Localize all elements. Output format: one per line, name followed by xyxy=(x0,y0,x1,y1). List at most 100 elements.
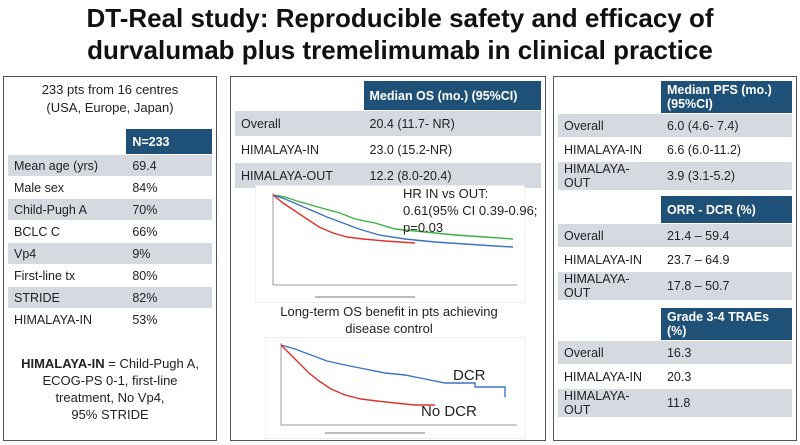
left-panel: 233 pts from 16 centres (USA, Europe, Ja… xyxy=(3,76,217,441)
table-cell: HIMALAYA-IN xyxy=(558,137,661,162)
km-curve xyxy=(280,344,506,397)
km-curve xyxy=(272,194,514,240)
header-cell xyxy=(8,129,127,155)
table-cell: 70% xyxy=(126,198,212,221)
table-row: HIMALAYA-IN 20.3 xyxy=(558,364,792,389)
table-wrap: ORR - DCR (%) Overall 21.4 – 59.4 HIMALAYA-… xyxy=(558,196,792,300)
table-cell: Overall xyxy=(558,223,661,248)
km-curve xyxy=(272,194,514,248)
table-row: Overall 20.4 (11.7- NR) xyxy=(235,110,541,137)
header-cell: N=233 xyxy=(126,129,212,155)
title: DT-Real study: Reproducible safety and e… xyxy=(0,2,800,66)
table-cell: 53% xyxy=(126,308,212,330)
table-cell: STRIDE xyxy=(8,286,127,309)
table-cell: 23.7 – 64.9 xyxy=(660,247,792,272)
table-cell: 80% xyxy=(126,264,212,287)
table-row: First-line tx 80% xyxy=(8,264,212,287)
header-row: ORR - DCR (%) xyxy=(558,196,792,224)
header-row: N=233 xyxy=(8,129,212,155)
table-row: HIMALAYA-OUT 3.9 (3.1-5.2) xyxy=(558,161,792,190)
header-row: Median OS (mo.) (95%CI) xyxy=(235,81,541,111)
header-cell: ORR - DCR (%) xyxy=(660,196,792,224)
note-term: HIMALAYA-IN xyxy=(21,356,105,371)
header-row: Median PFS (mo.) (95%CI) xyxy=(558,81,792,114)
curve-label: No DCR xyxy=(421,403,477,420)
table-cell: Male sex xyxy=(8,176,127,199)
header-cell xyxy=(235,81,364,111)
table-cell: HIMALAYA-IN xyxy=(235,136,364,163)
table-cell: 9% xyxy=(126,242,212,265)
plot-frame xyxy=(255,185,525,303)
table: ORR - DCR (%) Overall 21.4 – 59.4 HIMALAYA-… xyxy=(558,196,792,300)
table-cell: 82% xyxy=(126,286,212,309)
km-plot xyxy=(265,337,525,439)
table-cell: 12.2 (8.0-20.4) xyxy=(363,162,541,188)
table-wrap: N=233 Mean age (yrs) 69.4 Male sex 84% Child-… xyxy=(8,129,212,330)
table-cell: 11.8 xyxy=(660,388,792,417)
table-row: Male sex 84% xyxy=(8,176,212,199)
table: Median PFS (mo.) (95%CI) Overall 6.0 (4.6-… xyxy=(558,81,792,190)
table: N=233 Mean age (yrs) 69.4 Male sex 84% Child-… xyxy=(8,129,212,330)
intro: 233 pts from 16 centres (USA, Europe, Ja… xyxy=(4,81,216,117)
table-row: Child-Pugh A 70% xyxy=(8,198,212,221)
table-cell: 6.6 (6.0-11.2) xyxy=(660,137,792,162)
table-cell: Vp4 xyxy=(8,242,127,265)
table-cell: 21.4 – 59.4 xyxy=(660,223,792,248)
table-cell: Overall xyxy=(558,340,661,365)
table-row: HIMALAYA-IN 53% xyxy=(8,308,212,330)
table-cell: HIMALAYA-IN xyxy=(558,364,661,389)
header-cell xyxy=(558,308,661,341)
middle-panel: Median OS (mo.) (95%CI) Overall 20.4 (11.7… xyxy=(230,76,546,441)
table-cell: 6.0 (4.6- 7.4) xyxy=(660,113,792,138)
table-row: Overall 6.0 (4.6- 7.4) xyxy=(558,113,792,138)
table-wrap: Median PFS (mo.) (95%CI) Overall 6.0 (4.6-… xyxy=(558,81,792,190)
intro-line: 233 pts from 16 centres xyxy=(41,82,179,97)
title-line: DT-Real study: Reproducible safety and e… xyxy=(86,3,714,33)
caption: Long-term OS benefit in pts achieving di… xyxy=(280,304,498,336)
note-line: 95% STRIDE xyxy=(71,407,149,422)
table-row: Overall 21.4 – 59.4 xyxy=(558,223,792,248)
header-cell: Grade 3-4 TRAEs (%) xyxy=(660,308,792,341)
note: HIMALAYA-IN = Child-Pugh A, ECOG-PS 0-1,… xyxy=(4,355,216,423)
table-row: Overall 16.3 xyxy=(558,340,792,365)
table-row: HIMALAYA-OUT 12.2 (8.0-20.4) xyxy=(235,162,541,188)
table-cell: HIMALAYA-IN xyxy=(558,247,661,272)
table-row: Mean age (yrs) 69.4 xyxy=(8,154,212,177)
km-curve xyxy=(280,344,435,406)
table-cell: HIMALAYA-OUT xyxy=(558,161,661,190)
table-wrap: Grade 3-4 TRAEs (%) Overall 16.3 HIMALAYA-I… xyxy=(558,308,792,417)
km-curve xyxy=(272,194,416,244)
table-cell: Overall xyxy=(235,110,364,137)
table-cell: 23.0 (15.2-NR) xyxy=(363,136,541,163)
note-line: ECOG-PS 0-1, first-line xyxy=(42,373,178,388)
table-wrap: Median OS (mo.) (95%CI) Overall 20.4 (11.7… xyxy=(235,81,541,188)
table-row: HIMALAYA-OUT 17.8 – 50.7 xyxy=(558,271,792,300)
table-cell: 17.8 – 50.7 xyxy=(660,271,792,300)
table-row: STRIDE 82% xyxy=(8,286,212,309)
table-cell: 16.3 xyxy=(660,340,792,365)
table-cell: HIMALAYA-IN xyxy=(8,308,127,330)
table-cell: 84% xyxy=(126,176,212,199)
table-cell: Mean age (yrs) xyxy=(8,154,127,177)
title-line: durvalumab plus tremelimumab in clinical… xyxy=(87,35,713,65)
table-cell: Overall xyxy=(558,113,661,138)
table: Grade 3-4 TRAEs (%) Overall 16.3 HIMALAYA-I… xyxy=(558,308,792,417)
km-plot xyxy=(255,185,525,303)
annotation: HR IN vs OUT: 0.61(95% CI 0.39-0.96; p=0… xyxy=(403,186,538,235)
note-text: = Child-Pugh A, xyxy=(104,356,199,371)
table-cell: 3.9 (3.1-5.2) xyxy=(660,161,792,190)
table-cell: HIMALAYA-OUT xyxy=(558,388,661,417)
table-cell: Child-Pugh A xyxy=(8,198,127,221)
table-cell: 20.4 (11.7- NR) xyxy=(363,110,541,137)
table-row: HIMALAYA-OUT 11.8 xyxy=(558,388,792,417)
table-cell: 69.4 xyxy=(126,154,212,177)
table-row: BCLC C 66% xyxy=(8,220,212,243)
note-line: HIMALAYA-IN = Child-Pugh A, xyxy=(4,355,216,372)
header-cell xyxy=(558,196,661,224)
curve-label: DCR xyxy=(453,367,486,384)
table-cell: First-line tx xyxy=(8,264,127,287)
header-cell xyxy=(558,81,661,114)
table-row: HIMALAYA-IN 23.7 – 64.9 xyxy=(558,247,792,272)
table-row: HIMALAYA-IN 23.0 (15.2-NR) xyxy=(235,136,541,163)
note-line: treatment, No Vp4, xyxy=(55,390,165,405)
